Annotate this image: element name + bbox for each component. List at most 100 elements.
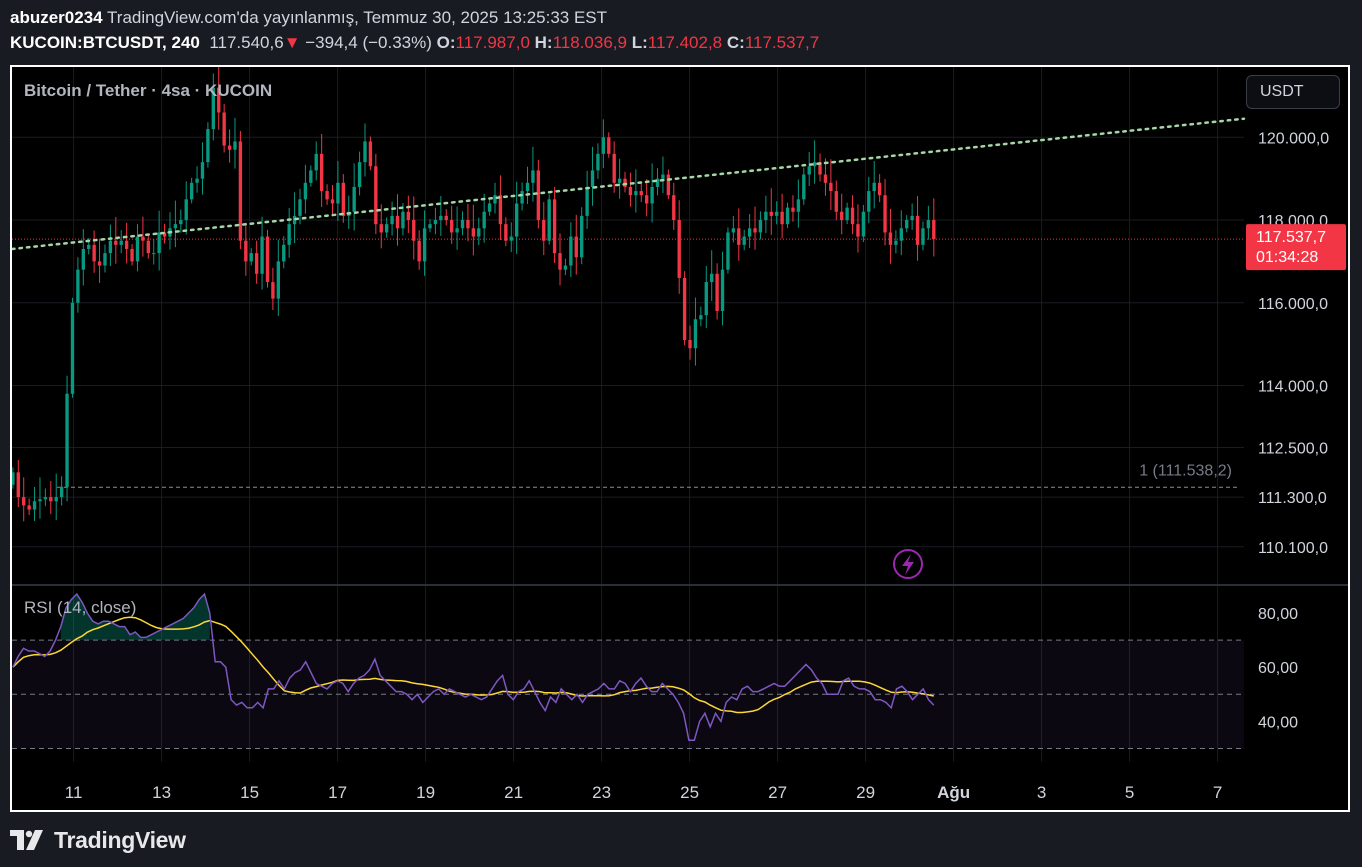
candle-body (612, 153, 616, 183)
price-chart[interactable]: 1 (111.538,2)120.000,0118.000,0116.000,0… (12, 67, 1348, 810)
candle-body (693, 319, 698, 349)
candle-body (796, 199, 801, 212)
candle-body (22, 497, 26, 506)
candle-body (601, 137, 606, 154)
candle-body (12, 472, 15, 485)
candle-body (590, 170, 595, 187)
candle-body (552, 199, 557, 254)
candle-body (699, 315, 703, 320)
candle-body (471, 228, 476, 237)
candle-body (504, 224, 508, 241)
currency-button[interactable]: USDT (1246, 75, 1340, 109)
candle-body (189, 182, 194, 200)
candle-body (460, 220, 465, 229)
time-axis-label: Ağu (937, 783, 970, 802)
candle-body (780, 211, 784, 225)
publish-header: abuzer0234 TradingView.com'da yayınlanmı… (10, 8, 607, 28)
symbol-name[interactable]: KUCOIN:BTCUSDT, 240 (10, 33, 200, 52)
low-label: L: (631, 33, 648, 52)
candle-body (791, 207, 795, 212)
candle-body (574, 236, 578, 258)
candle-body (731, 228, 736, 233)
candle-body (108, 240, 113, 254)
candle-body (477, 228, 481, 237)
candle-body (76, 269, 80, 303)
price-tag (1246, 224, 1346, 271)
candle-body (509, 236, 513, 241)
high-label: H: (534, 33, 553, 52)
candle-body (130, 248, 134, 262)
rsi-legend[interactable]: RSI (14, close) (24, 598, 137, 617)
candle-body (542, 220, 546, 241)
candle-body (688, 339, 692, 349)
candle-body (915, 215, 920, 245)
candle-body (238, 141, 243, 241)
candle-body (639, 191, 643, 196)
candle-body (617, 178, 622, 183)
candle-body (818, 162, 822, 175)
candle-body (645, 195, 649, 204)
close-value: 117.537,7 (744, 33, 820, 52)
candle-body (179, 220, 183, 225)
candle-body (265, 236, 270, 283)
candle-body (325, 191, 329, 200)
candle-body (655, 178, 660, 187)
tradingview-logo-icon (10, 830, 43, 850)
candle-body (894, 240, 898, 245)
candle-body (580, 215, 584, 258)
candle-body (292, 215, 297, 225)
candle-body (282, 244, 286, 262)
candle-body (520, 191, 524, 204)
candle-body (547, 199, 551, 241)
candle-body (352, 186, 356, 212)
author-name[interactable]: abuzer0234 (10, 8, 103, 27)
candle-body (249, 253, 253, 262)
candle-body (384, 224, 389, 233)
candle-body (254, 253, 259, 274)
candle-body (206, 129, 210, 163)
candle-body (244, 240, 248, 262)
candle-body (769, 211, 773, 216)
time-axis-label: 17 (328, 783, 347, 802)
candle-body (379, 224, 383, 233)
candle-body (514, 203, 519, 237)
candle-body (710, 273, 714, 283)
candle-body (227, 145, 232, 150)
price-axis-label: 120.000,0 (1258, 130, 1329, 147)
chart-frame[interactable]: 1 (111.538,2) 120.000,0 118.000,0 116.000,0… (10, 65, 1350, 812)
candle-body (406, 211, 411, 221)
candle-body (217, 87, 221, 113)
candle-body (531, 170, 535, 183)
candle-body (753, 228, 757, 233)
candle-body (390, 215, 394, 225)
candle-body (363, 141, 367, 163)
rsi-axis-label: 80,00 (1258, 606, 1298, 623)
candle-body (742, 236, 746, 245)
candle-body (395, 215, 400, 229)
time-axis-label: 19 (416, 783, 435, 802)
candle-body (498, 195, 503, 225)
candle-body (677, 220, 681, 278)
candle-body (720, 269, 725, 312)
footer-brand[interactable]: TradingView (54, 826, 186, 853)
candle-body (157, 232, 161, 254)
candle-body (585, 186, 589, 216)
candle-body (298, 199, 302, 216)
price-axis-label: 112.500,0 (1258, 441, 1328, 458)
candle-body (932, 220, 936, 240)
candle-body (807, 166, 811, 175)
candle-body (834, 191, 838, 212)
time-axis-label: 15 (240, 783, 259, 802)
candle-body (173, 224, 178, 229)
main-legend[interactable]: Bitcoin / Tether · 4sa · KUCOIN (24, 81, 273, 100)
down-arrow-icon: ▼ (283, 33, 301, 52)
rsi-axis-label: 60,00 (1258, 660, 1298, 677)
candle-body (141, 236, 145, 241)
candle-body (883, 195, 887, 233)
time-axis-label: 27 (768, 783, 787, 802)
time-axis-label: 21 (504, 783, 523, 802)
candle-body (70, 302, 75, 394)
candle-body (764, 211, 768, 221)
candle-body (850, 207, 855, 225)
candle-body (775, 211, 779, 216)
